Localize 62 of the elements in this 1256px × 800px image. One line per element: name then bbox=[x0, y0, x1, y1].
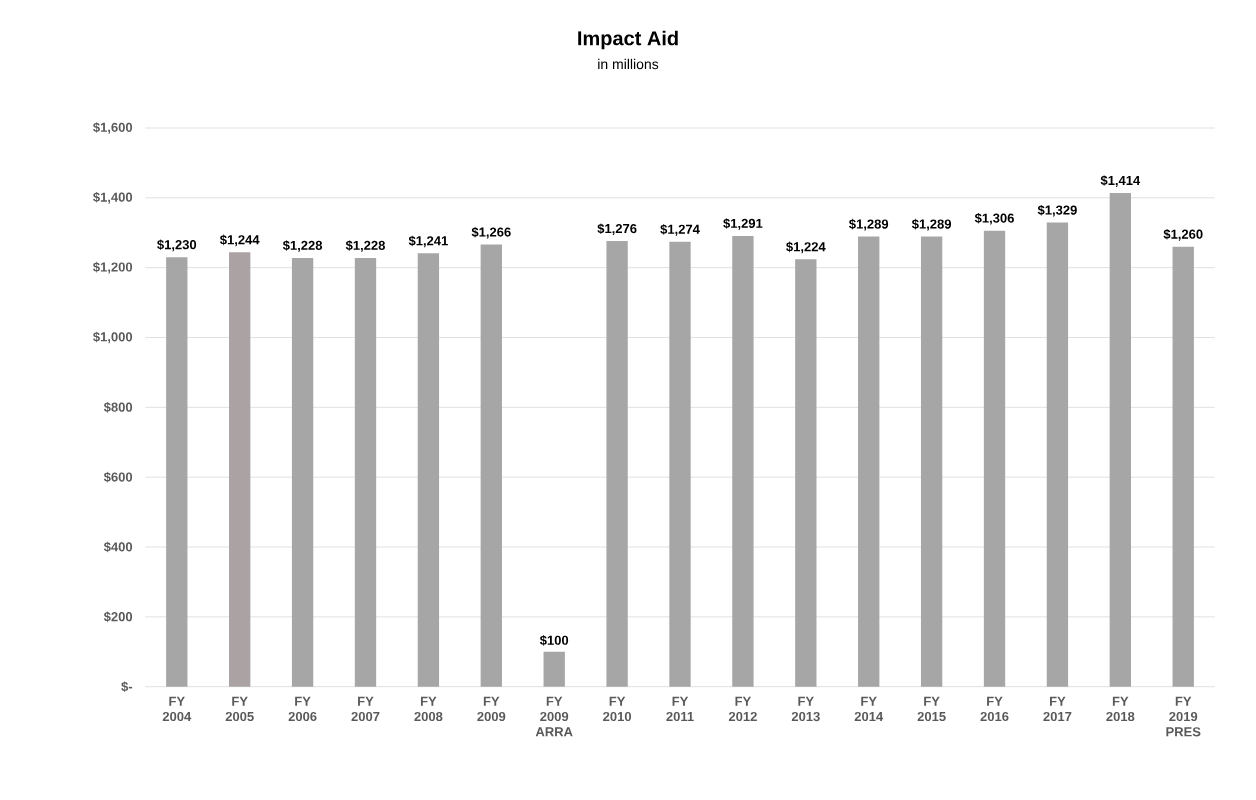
y-tick-label: $1,200 bbox=[93, 261, 133, 274]
x-tick-label: FY 2010 bbox=[603, 696, 632, 722]
x-tick-label: FY 2016 bbox=[980, 696, 1009, 722]
bar bbox=[480, 244, 502, 687]
data-label: $1,291 bbox=[723, 218, 763, 230]
data-label: $1,228 bbox=[282, 240, 323, 252]
bar bbox=[166, 257, 188, 687]
x-tick-label: FY 2014 bbox=[854, 696, 884, 722]
bar bbox=[606, 241, 628, 687]
bar bbox=[354, 257, 377, 687]
bar bbox=[1172, 246, 1194, 687]
bar bbox=[543, 651, 565, 687]
data-label: $1,241 bbox=[408, 235, 448, 248]
data-label: $1,230 bbox=[157, 239, 197, 252]
x-tick-label: FY 2008 bbox=[414, 696, 443, 722]
data-label: $1,289 bbox=[849, 218, 889, 231]
x-tick-label: FY 2013 bbox=[791, 696, 820, 722]
x-tick-label: FY 2011 bbox=[666, 696, 694, 722]
x-tick-label: FY 2005 bbox=[225, 696, 254, 722]
data-label: $1,414 bbox=[1100, 175, 1141, 187]
y-tick-label: $1,400 bbox=[93, 191, 133, 204]
data-label: $1,244 bbox=[219, 234, 260, 247]
y-tick-label: $200 bbox=[103, 611, 133, 623]
data-label: $1,306 bbox=[974, 212, 1014, 225]
x-tick-label: FY 2004 bbox=[162, 696, 192, 722]
bar bbox=[1109, 192, 1131, 687]
x-tick-label: FY 2015 bbox=[917, 696, 946, 722]
bar bbox=[417, 253, 440, 687]
data-label: $1,266 bbox=[471, 226, 511, 239]
data-label: $100 bbox=[539, 635, 569, 646]
x-tick-label: FY 2009 bbox=[477, 696, 506, 722]
bar bbox=[669, 241, 691, 687]
bar bbox=[920, 236, 943, 687]
data-label: $1,276 bbox=[597, 223, 637, 236]
chart-subtitle: in millions bbox=[598, 58, 659, 70]
x-tick-label: FY 2009 ARRA bbox=[535, 696, 573, 737]
data-label: $1,274 bbox=[660, 224, 700, 236]
y-tick-label: $400 bbox=[103, 541, 133, 553]
bar bbox=[1046, 222, 1069, 687]
data-label: $1,260 bbox=[1163, 229, 1203, 241]
data-label: $1,224 bbox=[786, 241, 826, 254]
data-label: $1,228 bbox=[345, 240, 385, 252]
y-tick-label: $- bbox=[121, 681, 133, 692]
bar bbox=[983, 230, 1006, 687]
chart-title: Impact Aid bbox=[578, 30, 678, 50]
data-label: $1,329 bbox=[1037, 204, 1077, 217]
bar bbox=[291, 257, 314, 687]
y-tick-label: $1,600 bbox=[93, 122, 133, 134]
x-tick-label: FY 2012 bbox=[728, 696, 757, 722]
data-label: $1,289 bbox=[911, 218, 952, 231]
x-tick-label: FY 2018 bbox=[1106, 696, 1135, 722]
bar bbox=[858, 236, 880, 687]
y-tick-label: $1,000 bbox=[93, 331, 133, 344]
bar bbox=[229, 252, 251, 687]
x-tick-label: FY 2007 bbox=[351, 696, 380, 722]
bar bbox=[795, 259, 817, 687]
x-tick-label: FY 2019 PRES bbox=[1166, 696, 1201, 737]
x-tick-label: FY 2006 bbox=[288, 696, 317, 722]
bar bbox=[732, 235, 754, 687]
y-tick-label: $800 bbox=[103, 402, 133, 413]
x-tick-label: FY 2017 bbox=[1043, 696, 1072, 722]
y-tick-label: $600 bbox=[103, 471, 133, 483]
